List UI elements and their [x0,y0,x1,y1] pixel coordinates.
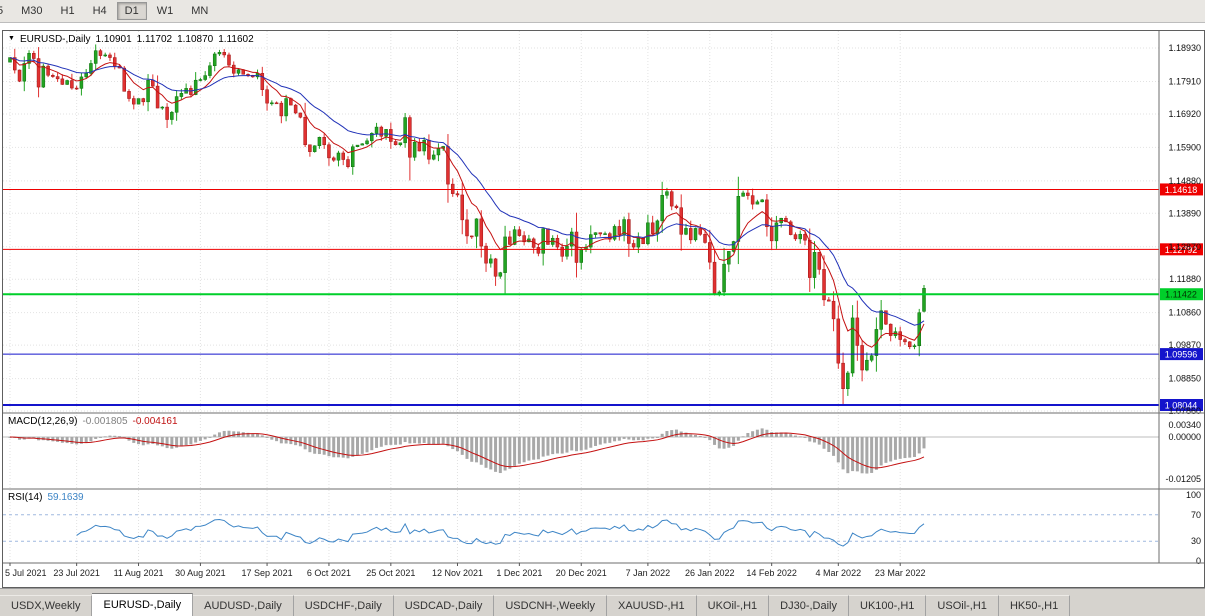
date-axis-label: 23 Jul 2021 [53,568,100,578]
date-axis-label: 23 Mar 2022 [875,568,926,578]
price-axis-label: 1.11880 [1169,274,1201,284]
price-axis-label: 1.09870 [1168,340,1201,350]
bottom-tab-audusd-daily[interactable]: AUDUSD-,Daily [193,595,294,616]
macd-signal-value: -0.004161 [132,416,178,427]
price-axis-label: 1.10860 [1168,308,1201,318]
grid [3,31,1159,563]
ohlc-open: 1.10901 [95,34,132,45]
rsi-axis-label: 0 [1196,556,1201,566]
price-axis-label: 1.18930 [1168,43,1201,53]
price-tag-label: 1.12792 [1165,245,1198,255]
ma-fast-line [9,57,925,348]
date-axis-label: 4 Mar 2022 [816,568,862,578]
price-axis-label: 1.14880 [1168,176,1201,186]
price-axis-label: 1.08850 [1168,374,1201,384]
candlesticks [8,44,926,405]
bottom-tab-usoil-h1[interactable]: USOil-,H1 [926,595,999,616]
price-axis-label: 1.15900 [1168,142,1201,152]
chart-window[interactable]: 1.14618 1.12792 1.11422 1.09596 1.08044 1.189… [2,30,1205,588]
bottom-tab-usdx-weekly[interactable]: USDX,Weekly [0,595,93,616]
price-tag-label: 1.14618 [1165,185,1198,195]
date-axis-label: 11 Aug 2021 [114,568,164,578]
macd-axis-label: 0.00000 [1168,432,1201,442]
period-button-m30[interactable]: M30 [21,5,43,17]
ma-slow-line [9,57,925,326]
rsi-axis-label: 100 [1186,490,1201,500]
price-axis-label: 1.17910 [1168,76,1201,86]
period-button-w1[interactable]: W1 [156,5,174,17]
price-axis-label: 1.16920 [1168,109,1201,119]
price-tag-1.09596 [1160,348,1203,361]
rsi-line [76,519,925,547]
period-button-5[interactable]: 5 [0,5,4,17]
date-axis-label: 7 Jan 2022 [626,568,671,578]
price-tag-1.08044 [1160,398,1203,411]
date-axis-label: 30 Aug 2021 [175,568,226,578]
chart-canvas[interactable]: 1.14618 1.12792 1.11422 1.09596 1.08044 1.189… [3,31,1204,587]
bottom-tab-dj30-daily[interactable]: DJ30-,Daily [769,595,849,616]
chevron-down-icon[interactable]: ▼ [8,35,15,42]
date-axis-label: 5 Jul 2021 [5,568,47,578]
macd-histogram [8,428,926,474]
period-button-h1[interactable]: H1 [60,5,75,17]
period-toolbar: 5 M30 H1 H4 D1 W1 MN [0,0,1205,23]
ohlc-low: 1.10870 [177,34,214,45]
price-axis-label: 1.13890 [1168,208,1201,218]
price-tag-1.14618 [1160,183,1203,196]
period-button-mn[interactable]: MN [191,5,209,17]
price-axis-label: 1.07860 [1168,406,1201,416]
bottom-tab-bar: USDX,Weekly EURUSD-,Daily AUDUSD-,Daily USD… [0,588,1205,616]
price-tag-label: 1.11422 [1165,290,1197,300]
bottom-tab-uk100-h1[interactable]: UK100-,H1 [849,595,927,616]
date-axis-label: 20 Dec 2021 [556,568,607,578]
date-axis-label: 1 Dec 2021 [496,568,542,578]
date-axis-label: 6 Oct 2021 [307,568,351,578]
price-tag-1.12792 [1160,243,1203,256]
date-axis-label: 12 Nov 2021 [432,568,483,578]
macd-name: MACD(12,26,9) [8,416,78,427]
period-button-d1[interactable]: D1 [116,2,147,20]
macd-axis-label: 0.00340 [1168,420,1201,430]
bottom-tab-usdcnh-weekly[interactable]: USDCNH-,Weekly [494,595,607,616]
price-tag-1.11422 [1160,288,1203,301]
macd-value: -0.001805 [82,416,128,427]
price-tag-label: 1.08044 [1165,400,1198,410]
bottom-tab-ukoil-h1[interactable]: UKOil-,H1 [696,595,770,616]
period-button-h4[interactable]: H4 [92,5,107,17]
bottom-tab-usdcad-daily[interactable]: USDCAD-,Daily [393,595,495,616]
macd-label: MACD(12,26,9) -0.001805 -0.004161 [8,416,183,427]
rsi-name: RSI(14) [8,492,43,503]
ohlc-high: 1.11702 [136,34,173,45]
chart-title: ▼ EURUSD-,Daily 1.10901 1.11702 1.10870 1.116… [8,34,259,45]
bottom-tab-eurusd-daily[interactable]: EURUSD-,Daily [92,593,194,616]
bottom-tab-hk50-h1[interactable]: HK50-,H1 [998,595,1071,616]
bottom-tab-xauusd-h1[interactable]: XAUUSD-,H1 [607,595,697,616]
chart-symbol-label: EURUSD-,Daily [19,34,91,45]
rsi-label: RSI(14) 59.1639 [8,492,89,503]
macd-signal-line [9,432,925,469]
rsi-axis-label: 70 [1191,510,1201,520]
ohlc-close: 1.11602 [218,34,254,45]
date-axis-label: 26 Jan 2022 [685,568,735,578]
date-axis-label: 14 Feb 2022 [746,568,797,578]
price-tag-label: 1.09596 [1165,350,1198,360]
rsi-axis-label: 30 [1191,536,1201,546]
bottom-tab-usdchf-daily[interactable]: USDCHF-,Daily [293,595,394,616]
date-axis-label: 25 Oct 2021 [366,568,415,578]
date-axis-label: 17 Sep 2021 [242,568,293,578]
rsi-value: 59.1639 [47,492,84,503]
macd-axis-label: -0.01205 [1165,474,1201,484]
price-axis-label: 1.12870 [1168,242,1201,252]
